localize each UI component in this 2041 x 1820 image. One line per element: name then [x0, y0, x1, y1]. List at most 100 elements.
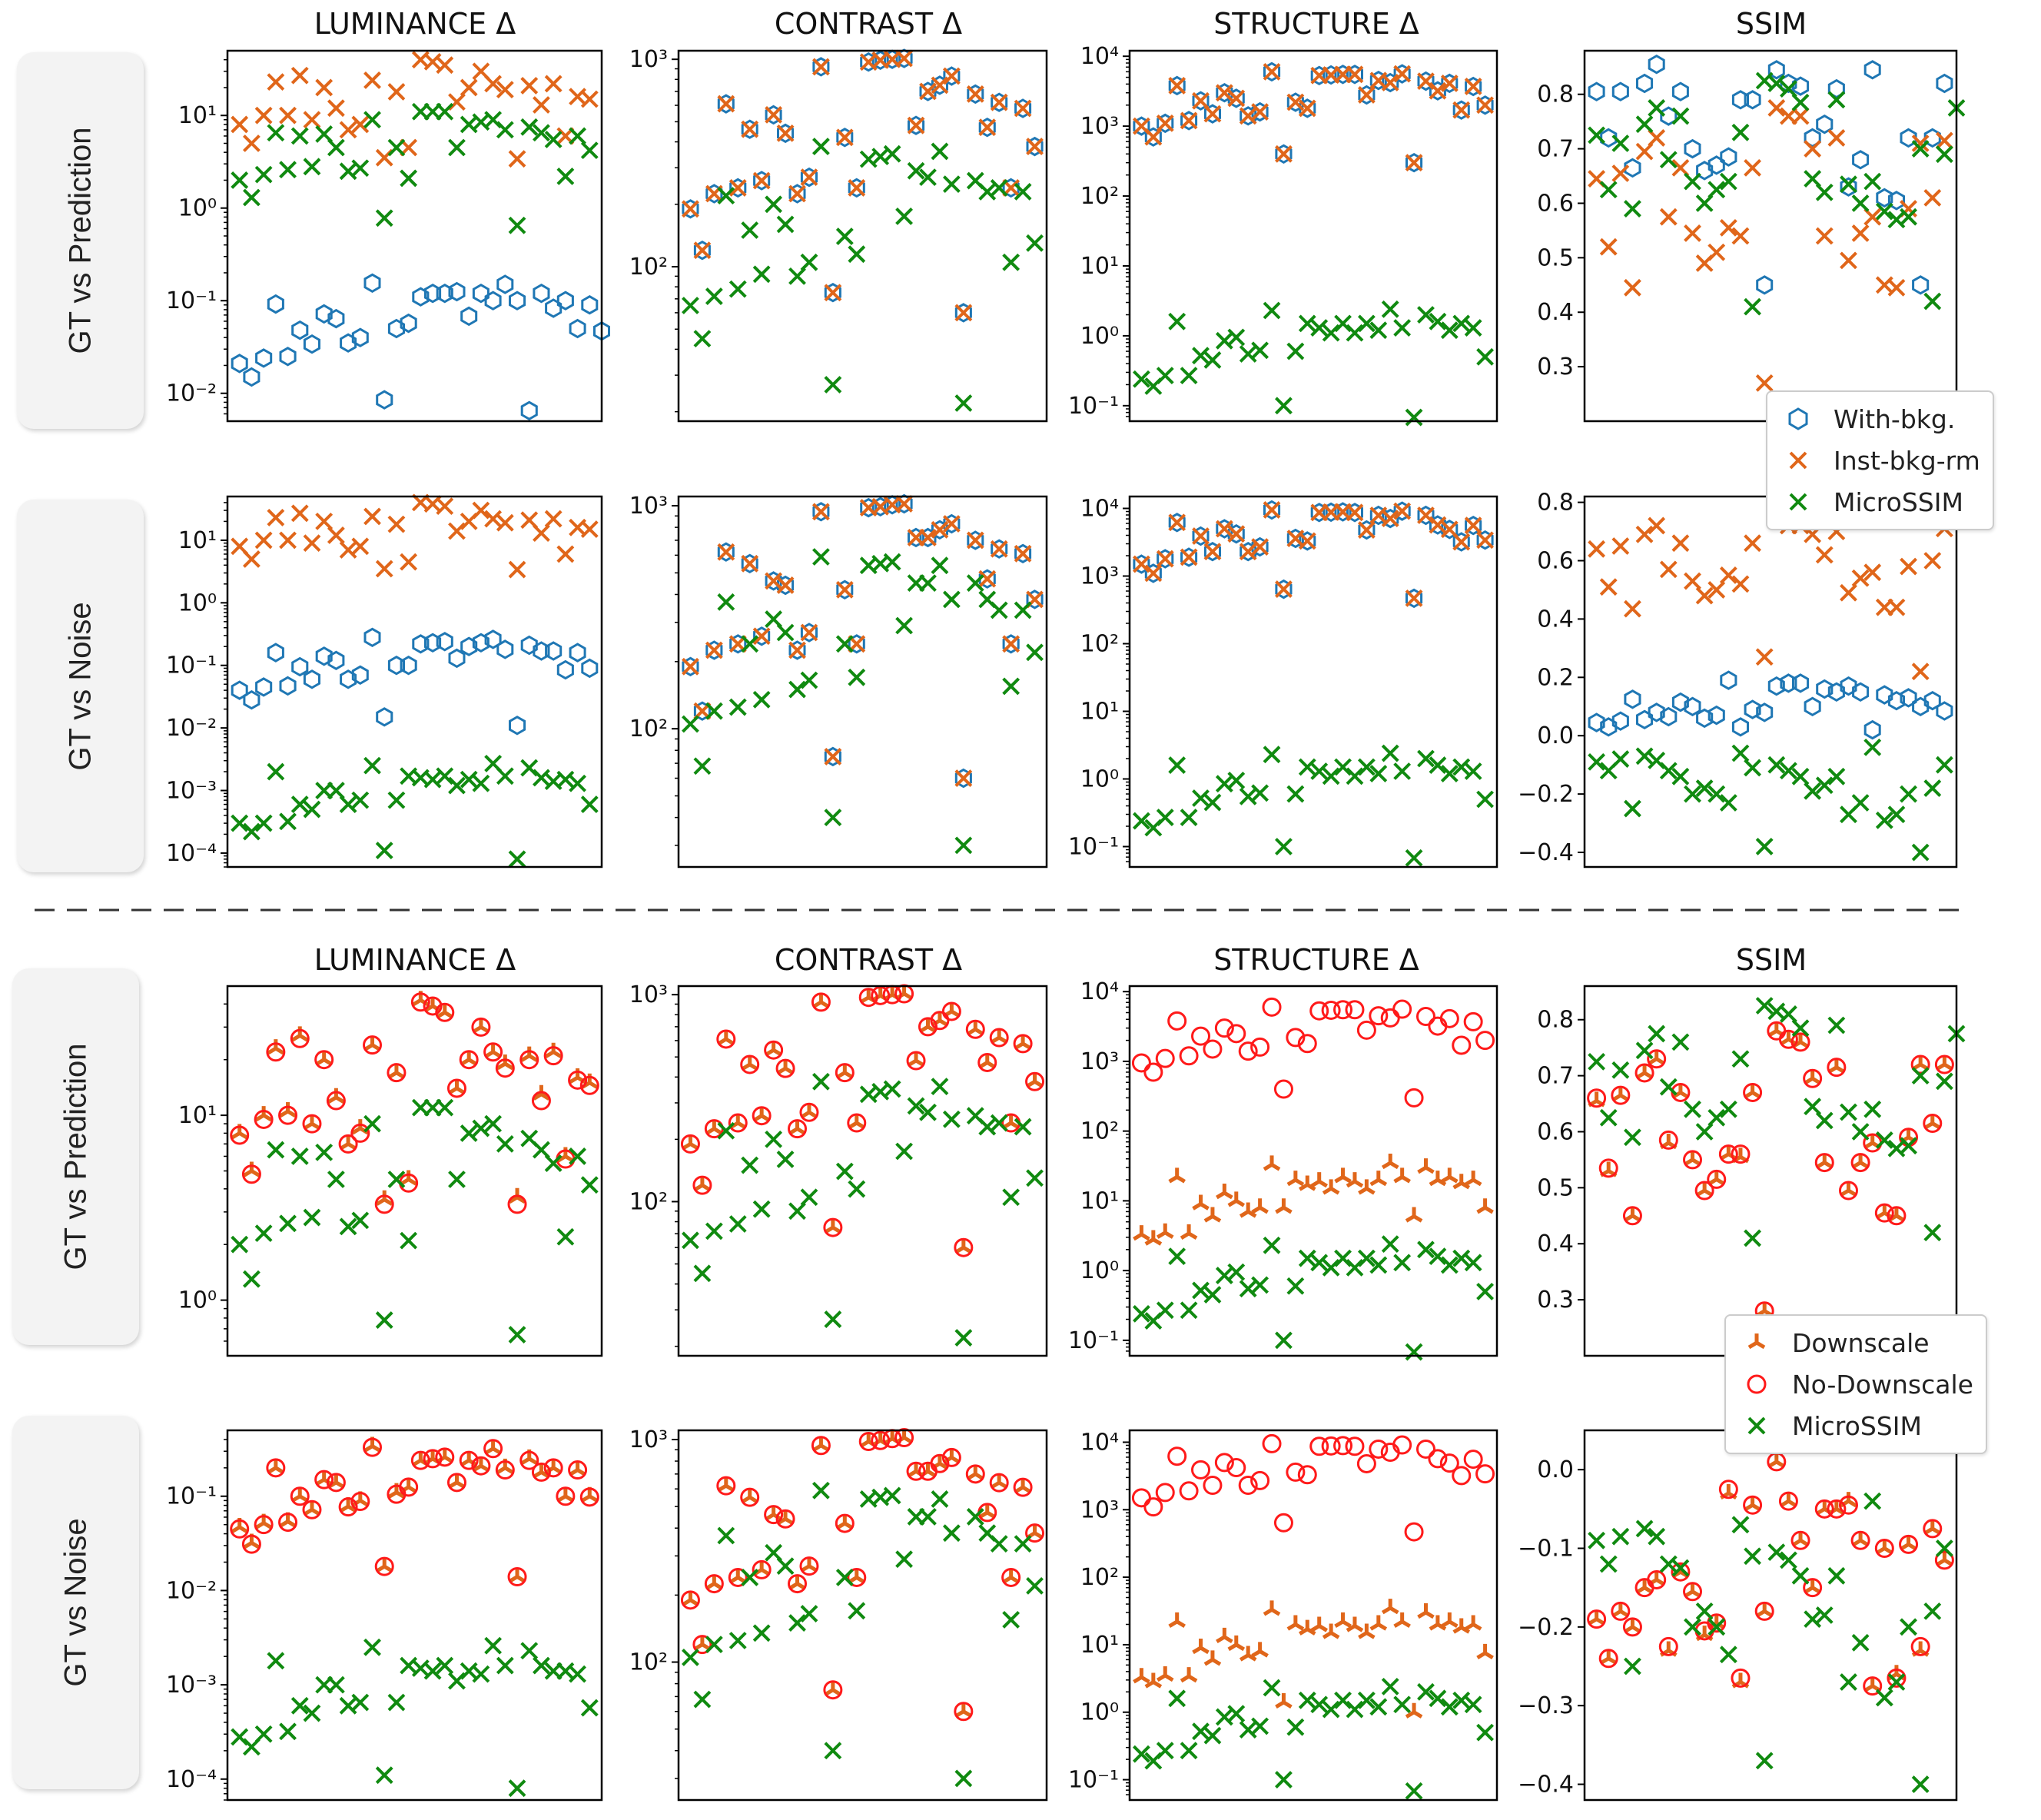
point-no-downscale — [471, 1017, 491, 1037]
point-microssim — [1588, 1052, 1606, 1071]
y-tick-label: 10¹ — [1080, 1187, 1119, 1214]
point-microssim — [231, 171, 249, 189]
point-no-downscale — [435, 1447, 455, 1467]
point-with-bkg — [991, 92, 1008, 112]
point-downscale — [1251, 1198, 1269, 1214]
point-downscale — [1452, 1618, 1471, 1634]
point-microssim — [942, 1524, 961, 1543]
point-microssim — [279, 812, 297, 831]
point-microssim — [267, 762, 285, 781]
point-microssim — [682, 297, 699, 314]
point-no-downscale — [1262, 997, 1282, 1017]
point-with-bkg — [1227, 88, 1245, 108]
point-with-bkg — [1804, 128, 1821, 148]
y-tick-label: 0.6 — [1537, 1118, 1574, 1145]
point-with-bkg — [777, 123, 795, 144]
point-with-bkg — [1863, 719, 1881, 740]
point-microssim — [1298, 314, 1316, 333]
point-microssim — [243, 188, 261, 207]
point-with-bkg — [303, 334, 320, 354]
point-microssim — [883, 1486, 901, 1505]
point-microssim — [693, 1264, 712, 1283]
point-inst-bkg-rm — [1251, 103, 1269, 121]
y-tick-label: 0.3 — [1537, 1287, 1574, 1314]
point-microssim — [1911, 1775, 1930, 1793]
point-no-downscale — [799, 1102, 819, 1122]
point-microssim — [705, 1222, 723, 1240]
point-microssim — [728, 698, 747, 716]
chart-panel-p20: 10⁰ 10¹ — [178, 985, 603, 1357]
point-microssim — [942, 590, 961, 609]
y-tick-label: 10³ — [1080, 113, 1119, 140]
point-microssim — [1014, 182, 1032, 201]
point-microssim — [895, 616, 913, 635]
point-microssim — [1215, 331, 1233, 350]
point-inst-bkg-rm — [1251, 538, 1269, 556]
point-microssim — [1635, 1519, 1654, 1538]
point-microssim — [1659, 1555, 1678, 1573]
point-microssim — [1755, 838, 1774, 855]
point-inst-bkg-rm — [1429, 516, 1447, 534]
plot-frame — [1128, 495, 1498, 868]
point-microssim — [1599, 1555, 1618, 1573]
point-with-bkg — [967, 530, 984, 550]
point-no-downscale — [871, 985, 891, 1005]
point-microssim — [919, 168, 937, 187]
point-with-bkg — [1600, 717, 1618, 737]
point-microssim — [303, 800, 321, 819]
point-with-bkg — [1465, 76, 1482, 97]
point-with-bkg — [788, 184, 806, 204]
point-microssim — [990, 1114, 1008, 1132]
point-microssim — [496, 767, 514, 785]
plot-grid: 10⁻² 10⁻¹ 10⁰ 10¹ 10² 10³ 10⁻¹ 10⁰ 10¹ 10² 10³ 10⁴ 0… — [166, 43, 1966, 1802]
point-inst-bkg-rm — [1815, 546, 1834, 564]
point-no-downscale — [1611, 1085, 1631, 1105]
point-no-downscale — [1778, 1029, 1798, 1049]
point-microssim — [1815, 776, 1834, 795]
point-no-downscale — [1238, 1041, 1258, 1061]
plot-frame — [1128, 985, 1498, 1357]
point-no-downscale — [1369, 1439, 1389, 1459]
point-microssim — [1310, 1254, 1329, 1272]
point-microssim — [315, 1143, 334, 1161]
point-with-bkg — [931, 520, 948, 540]
point-microssim — [1168, 312, 1186, 330]
point-microssim — [752, 1200, 771, 1218]
point-with-bkg — [340, 669, 357, 689]
row-label-prediction-bottom: GT vs Prediction — [12, 968, 139, 1345]
point-microssim — [1804, 1098, 1822, 1116]
point-no-downscale — [1309, 1436, 1329, 1456]
point-microssim — [717, 1526, 735, 1545]
point-inst-bkg-rm — [1440, 74, 1459, 92]
point-inst-bkg-rm — [1624, 278, 1641, 297]
point-microssim — [1791, 1019, 1810, 1038]
point-microssim — [387, 791, 406, 809]
point-no-downscale — [1934, 1550, 1954, 1570]
point-no-downscale — [1333, 1436, 1353, 1456]
point-inst-bkg-rm — [705, 641, 723, 659]
point-with-bkg — [581, 294, 599, 315]
point-microssim — [1168, 756, 1186, 774]
point-with-bkg — [448, 648, 466, 669]
point-no-downscale — [1321, 1000, 1341, 1020]
point-microssim — [1192, 1281, 1210, 1300]
point-microssim — [1227, 1705, 1246, 1723]
point-microssim — [1464, 319, 1482, 337]
point-downscale — [1239, 1202, 1257, 1218]
point-no-downscale — [1392, 1435, 1412, 1455]
point-no-downscale — [989, 1473, 1009, 1493]
point-microssim — [1744, 1547, 1761, 1566]
point-with-bkg — [1168, 513, 1186, 533]
point-microssim — [1707, 785, 1726, 803]
point-microssim — [1911, 843, 1930, 862]
point-with-bkg — [267, 643, 284, 663]
point-with-bkg — [800, 167, 818, 188]
point-inst-bkg-rm — [1744, 158, 1761, 177]
point-microssim — [705, 287, 723, 305]
point-inst-bkg-rm — [472, 501, 490, 520]
point-no-downscale — [823, 1680, 843, 1700]
point-with-bkg — [340, 333, 357, 353]
point-no-downscale — [680, 1590, 700, 1610]
point-no-downscale — [847, 1113, 867, 1133]
point-microssim — [351, 159, 370, 178]
